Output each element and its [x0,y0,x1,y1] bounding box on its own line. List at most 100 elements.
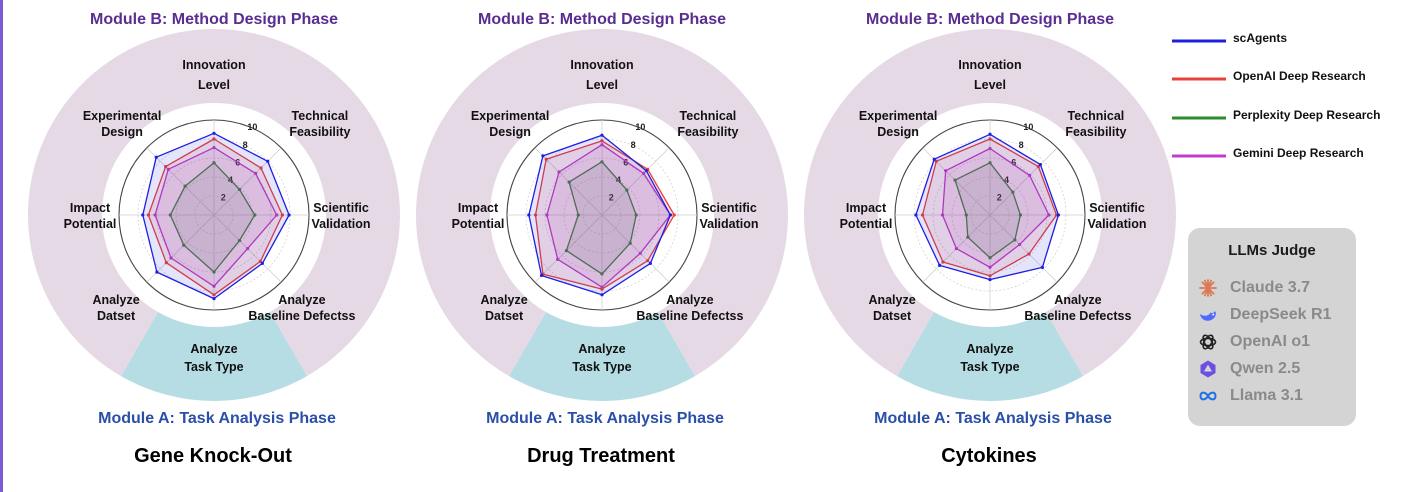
data-point [567,180,571,184]
module-b-band [803,122,934,377]
axis-label: Innovation Level [182,58,245,92]
data-point [1011,190,1015,194]
data-point [944,169,948,173]
data-point [212,270,216,274]
data-point [166,167,170,171]
module-b-label: Module B: Method Design Phase [90,11,338,28]
left-accent-bar [0,0,3,492]
data-point [938,263,942,267]
axis-label: Technical Feasibility [1065,109,1126,139]
data-point [966,235,970,239]
radial-tick-label: 10 [247,122,257,132]
data-point [544,157,548,161]
data-point [287,213,291,217]
data-point [212,293,216,297]
grid-spoke [146,147,215,216]
data-point [169,256,173,260]
module-b-band [828,29,1176,377]
data-point [533,213,538,217]
grid-spoke [601,147,670,216]
data-point [628,241,632,245]
grid-spoke [989,214,1058,283]
data-point [153,213,157,217]
module-a-band [897,311,1083,401]
data-point [541,154,545,158]
data-point [1056,213,1060,217]
module-b-band [27,122,158,377]
data-point [1018,213,1023,217]
llama-icon [1198,386,1218,406]
axis-label: Experimental Design [471,109,550,139]
data-point [941,260,945,264]
data-point [564,249,568,253]
axis-label: Analyze Baseline Defectss [636,293,743,323]
axis-label: Experimental Design [859,109,938,139]
data-point [275,213,279,217]
radial-tick-label: 2 [997,192,1002,202]
data-point [634,213,638,217]
axis-label: Analyze Task Type [184,342,243,374]
axis-label: Analyze Datset [868,293,915,323]
judge-item-label: OpenAI o1 [1230,333,1311,350]
claude-icon [1198,278,1218,298]
data-point [1028,173,1032,177]
data-point [988,265,992,269]
data-point [1013,238,1017,242]
data-point [576,213,580,217]
data-point [154,155,158,159]
grid-spoke [534,214,603,283]
data-point [183,184,187,188]
llms-judge-panel: LLMs Judge Claude 3.7 DeepSeek R1 [1188,228,1356,426]
data-point [557,170,561,174]
data-point [212,297,216,301]
axis-label: Innovation Level [570,58,633,92]
data-point [988,161,992,165]
data-point [527,213,531,217]
data-point [237,187,242,192]
chart-title: Gene Knock-Out [134,445,292,467]
legend: scAgents OpenAI Deep Research Perplexity D… [1172,31,1380,160]
radial-tick-label: 8 [631,140,636,150]
module-a-band [121,311,307,401]
module-b-label: Module B: Method Design Phase [478,11,726,28]
data-point [988,132,992,136]
data-point [168,213,172,217]
axis-label: Impact Potential [64,201,117,231]
data-point [988,274,992,278]
axis-label: Technical Feasibility [677,109,738,139]
data-point [212,145,216,150]
legend-label: Gemini Deep Research [1233,146,1364,160]
data-point [260,261,264,265]
data-point [164,261,168,265]
data-point [600,143,604,147]
radial-tick-label: 8 [1019,140,1024,150]
axis-label: Analyze Datset [480,293,527,323]
data-point [253,213,257,217]
data-point [141,213,145,217]
grid-spoke [989,147,1058,216]
radial-tick-label: 2 [221,192,226,202]
openai-icon [1198,332,1218,352]
axis-label: Analyze Task Type [572,342,631,374]
module-a-label: Module A: Task Analysis Phase [874,410,1112,427]
axis-label: Impact Potential [452,201,505,231]
data-point [237,238,242,243]
legend-label: OpenAI Deep Research [1233,69,1366,83]
data-point [545,213,549,217]
axis-label: Scientific Validation [1087,201,1146,231]
judge-item-claude: Claude 3.7 [1198,277,1310,299]
data-point [988,137,992,141]
radial-tick-label: 6 [623,157,628,167]
judge-item-label: Llama 3.1 [1230,387,1303,404]
data-point [988,278,992,282]
grid-spoke [601,214,670,283]
llms-judge-title: LLMs Judge [1228,242,1316,259]
radial-tick-label: 6 [1011,157,1016,167]
data-point [245,246,250,251]
data-point [954,246,959,251]
data-point [212,137,216,141]
data-point [964,213,968,217]
radial-tick-label: 4 [1004,175,1009,185]
data-point [644,169,648,173]
